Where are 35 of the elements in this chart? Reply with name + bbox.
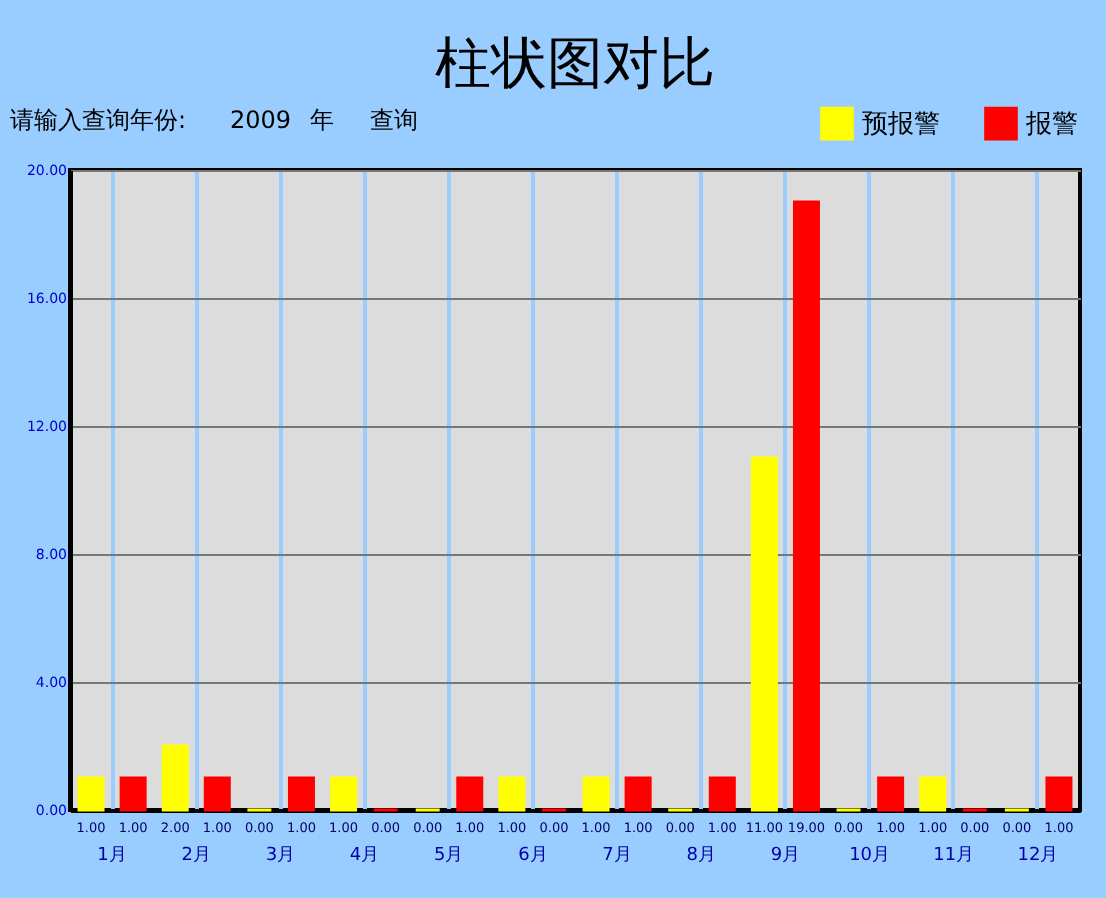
legend-label: 预报警 (862, 109, 940, 140)
chart-title: 柱状图对比 (435, 30, 715, 96)
x-tick-label: 12月 (1017, 846, 1059, 866)
bar (498, 776, 526, 812)
x-tick-label: 3月 (265, 846, 296, 866)
x-tick-label: 10月 (849, 846, 891, 866)
x-tick-label: 5月 (434, 846, 464, 866)
bar (1045, 776, 1073, 812)
x-tick-label: 8月 (686, 846, 716, 866)
bar (792, 200, 820, 812)
bar (624, 776, 652, 812)
bar (750, 456, 778, 812)
x-tick-label: 2月 (181, 846, 211, 866)
x-tick-label: 9月 (770, 846, 801, 866)
x-tick-label: 1月 (97, 846, 127, 866)
bar (203, 776, 231, 812)
x-tick-label: 4月 (349, 846, 380, 866)
bar (582, 776, 610, 812)
bar (919, 776, 947, 812)
bar (287, 776, 315, 812)
x-tick-label: 6月 (518, 846, 548, 866)
text: 2009 (230, 106, 292, 134)
bar (708, 776, 736, 812)
bar (119, 776, 147, 812)
text: 查询 (370, 106, 418, 134)
bar (877, 776, 905, 812)
legend-label: 报警 (1024, 109, 1078, 140)
text: 年 (310, 106, 334, 134)
bar (77, 776, 105, 812)
bar (161, 744, 189, 812)
text: 请输入查询年份: (10, 106, 187, 134)
x-tick-label: 7月 (602, 846, 632, 866)
bar (456, 776, 484, 812)
x-tick-label: 11月 (933, 846, 975, 866)
bar (330, 776, 358, 812)
